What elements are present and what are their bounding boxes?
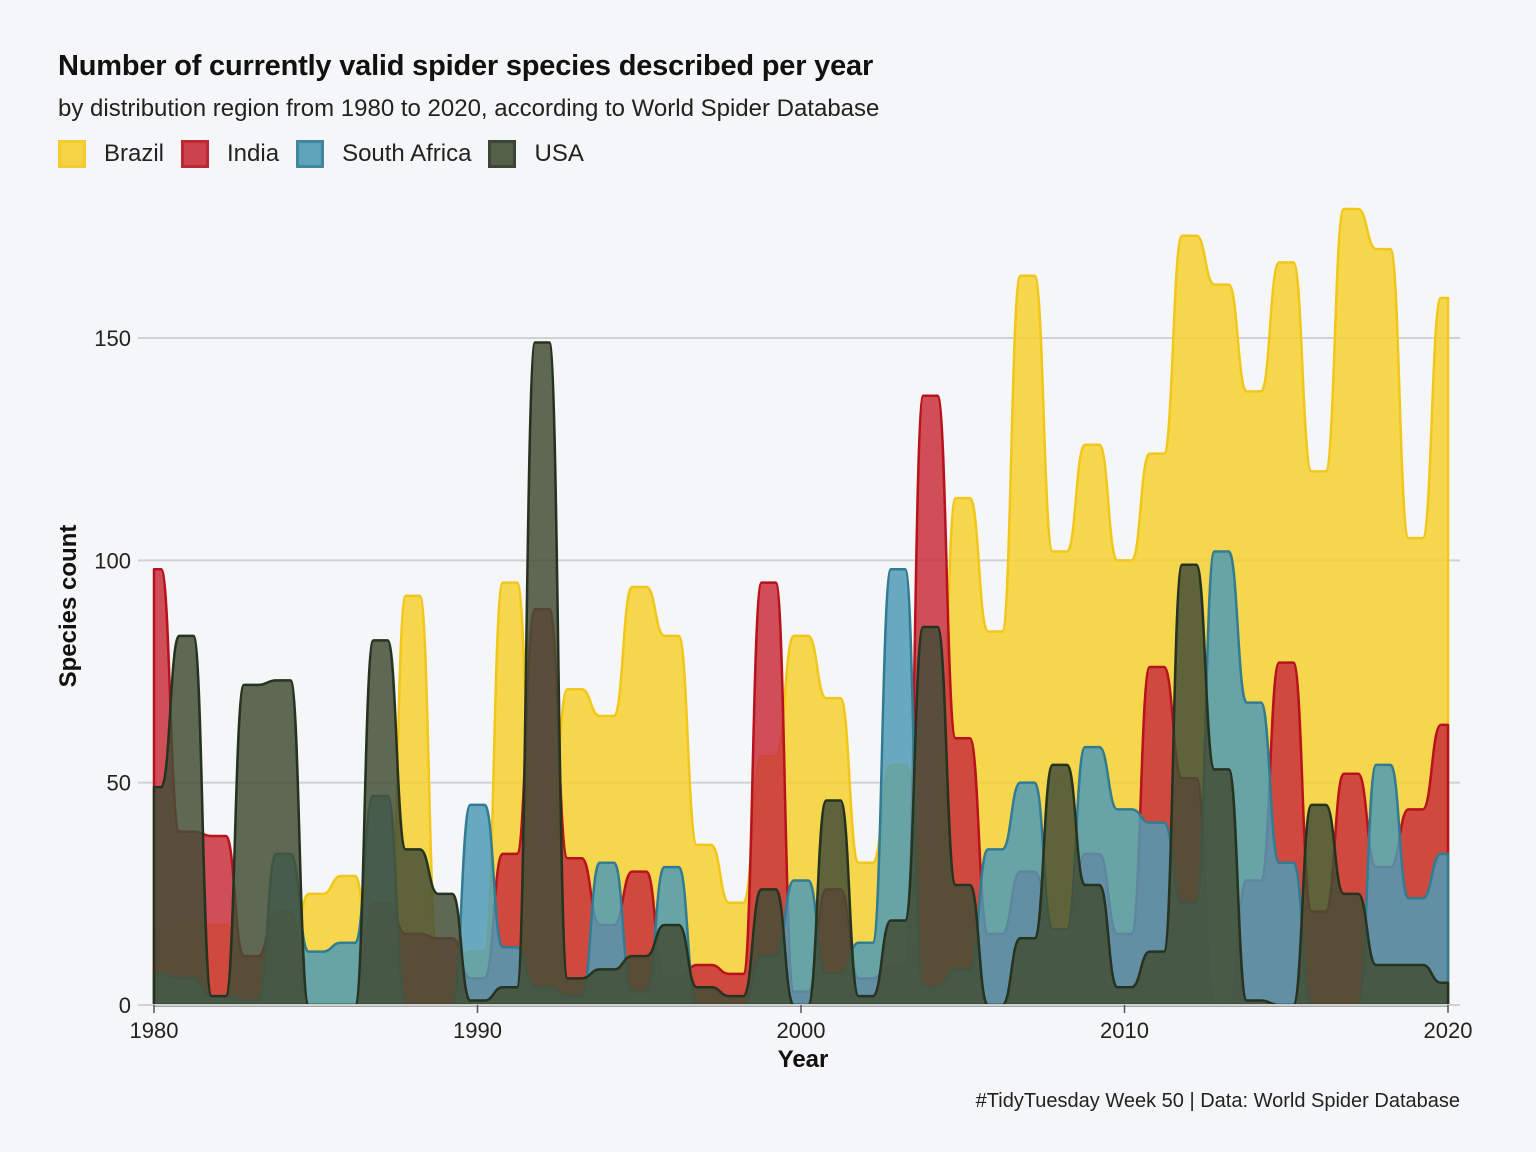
x-axis-title: Year <box>778 1046 829 1073</box>
y-axis-ticks: 0 50 100 150 <box>94 326 131 1018</box>
legend-key-india <box>181 140 210 168</box>
x-tick-label-2020: 2020 <box>1424 1018 1473 1043</box>
y-tick-label-150: 150 <box>94 326 131 351</box>
chart-title: Number of currently valid spider species… <box>58 50 874 82</box>
caption: #TidyTuesday Week 50 | Data: World Spide… <box>975 1090 1460 1112</box>
legend-label-usa: USA <box>534 140 584 167</box>
x-tick-label-1980: 1980 <box>130 1018 179 1043</box>
legend-item-south-africa[interactable]: South Africa <box>296 140 471 168</box>
x-tick-label-1990: 1990 <box>453 1018 502 1043</box>
legend-key-usa <box>488 140 517 168</box>
legend-item-india[interactable]: India <box>181 140 279 168</box>
legend: Brazil India South Africa USA <box>58 140 601 168</box>
legend-item-brazil[interactable]: Brazil <box>58 140 164 168</box>
chart-subtitle: by distribution region from 1980 to 2020… <box>58 95 880 122</box>
x-axis-ticks: 1980 1990 2000 2010 2020 <box>130 1005 1473 1043</box>
x-tick-label-2000: 2000 <box>777 1018 826 1043</box>
y-axis-title: Species count <box>55 525 82 688</box>
legend-key-brazil <box>58 140 86 168</box>
legend-label-brazil: Brazil <box>104 140 165 167</box>
area-brazil[interactable] <box>152 207 1450 1007</box>
y-tick-label-100: 100 <box>94 548 131 573</box>
series-areas <box>152 207 1450 1007</box>
y-tick-label-0: 0 <box>119 993 131 1018</box>
x-tick-label-2010: 2010 <box>1100 1018 1149 1043</box>
legend-label-south-africa: South Africa <box>342 140 472 167</box>
legend-label-india: India <box>227 140 280 167</box>
legend-key-south-africa <box>296 140 325 168</box>
y-tick-label-50: 50 <box>107 771 131 796</box>
legend-item-usa[interactable]: USA <box>488 140 584 168</box>
